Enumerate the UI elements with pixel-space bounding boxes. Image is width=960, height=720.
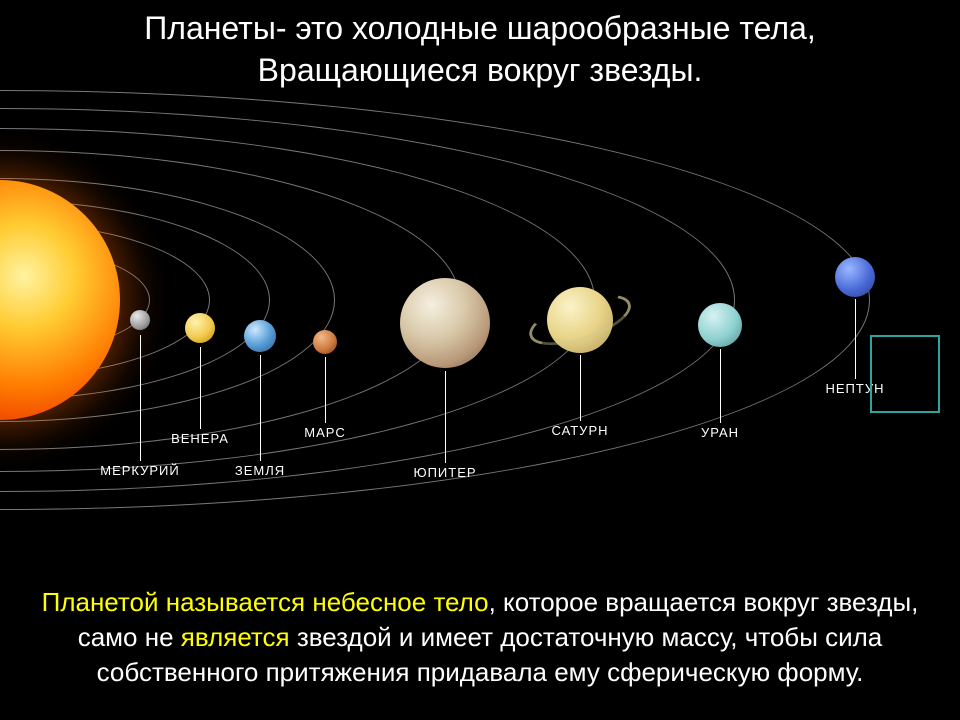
leader-line [580,355,581,421]
definition-highlight-2: является [181,622,290,652]
title-line-2: Вращающиеся вокруг звезды. [258,52,703,88]
planet-label: ЮПИТЕР [413,465,476,480]
planet-юпитер [400,278,490,368]
leader-line [140,335,141,461]
planet-label: МАРС [304,425,345,440]
pluto-placeholder-box [870,335,940,413]
planet-label: ЗЕМЛЯ [235,463,285,478]
planet-body-icon [185,313,215,343]
title-line-1: Планеты- это холодные шарообразные тела, [144,10,815,46]
planet-земля [244,320,276,352]
planet-сатурн [547,287,613,353]
planet-нептун [835,257,875,297]
planet-label: УРАН [701,425,739,440]
solar-system-diagram: МЕРКУРИЙВЕНЕРАЗЕМЛЯМАРСЮПИТЕРСАТУРНУРАНН… [0,125,960,505]
leader-line [260,355,261,461]
leader-line [445,371,446,463]
leader-line [855,299,856,379]
planet-label: САТУРН [551,423,608,438]
leader-line [325,357,326,423]
planet-label: МЕРКУРИЙ [100,463,180,478]
planet-body-icon [698,303,742,347]
planet-венера [185,313,215,343]
planet-body-icon [244,320,276,352]
leader-line [720,349,721,423]
definition-highlight-1: Планетой называется небесное тело [42,587,489,617]
planet-body-icon [835,257,875,297]
leader-line [200,347,201,429]
planet-body-icon [130,310,150,330]
planet-label: ВЕНЕРА [171,431,229,446]
slide-title: Планеты- это холодные шарообразные тела,… [0,0,960,91]
planet-меркурий [130,310,150,330]
definition-text: Планетой называется небесное тело, котор… [0,585,960,690]
planet-марс [313,330,337,354]
planet-body-icon [313,330,337,354]
planet-body-icon [400,278,490,368]
planet-уран [698,303,742,347]
